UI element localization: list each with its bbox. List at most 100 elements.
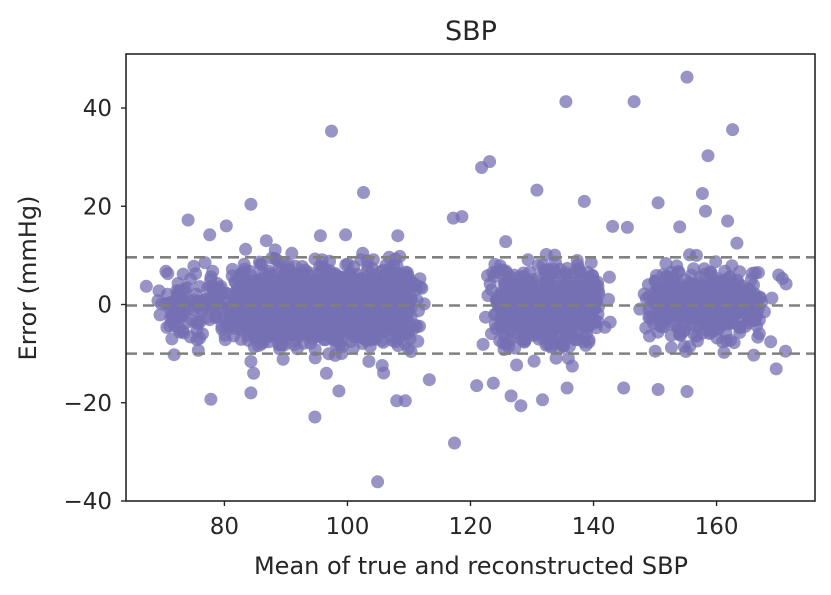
data-point xyxy=(539,248,553,261)
data-point xyxy=(562,339,576,353)
data-point xyxy=(398,288,412,302)
data-point xyxy=(549,351,563,365)
data-point-outlier xyxy=(475,161,489,174)
data-point xyxy=(538,263,552,277)
x-tick-label: 100 xyxy=(326,514,370,540)
data-point xyxy=(649,269,663,282)
data-point xyxy=(708,315,722,329)
data-point xyxy=(733,265,747,279)
data-point xyxy=(313,273,327,287)
data-point xyxy=(275,262,289,276)
data-point xyxy=(716,335,729,349)
data-point xyxy=(371,276,385,290)
reference-lines xyxy=(126,256,815,355)
data-point xyxy=(742,288,755,302)
data-point-outlier xyxy=(308,410,322,424)
data-point xyxy=(717,287,731,301)
data-point xyxy=(325,267,339,281)
data-point xyxy=(319,366,333,380)
data-point xyxy=(237,265,251,279)
data-point xyxy=(353,279,367,293)
data-point xyxy=(500,309,514,323)
data-point xyxy=(548,284,562,298)
data-point xyxy=(555,312,569,326)
data-point xyxy=(239,316,253,330)
data-point-outlier xyxy=(422,373,436,387)
data-point xyxy=(527,296,541,310)
data-point xyxy=(217,312,231,325)
data-point xyxy=(273,308,287,322)
data-point xyxy=(571,327,584,341)
data-point-outlier xyxy=(259,234,273,248)
data-point xyxy=(527,318,541,332)
data-point-outlier xyxy=(219,219,233,233)
data-point xyxy=(401,342,415,356)
data-point xyxy=(373,324,387,337)
x-tick-label: 120 xyxy=(449,514,493,540)
data-point-outlier xyxy=(721,214,735,228)
data-point-outlier xyxy=(332,384,346,398)
x-axis-ticks: 80 100 120 140 160 xyxy=(210,501,739,540)
data-point xyxy=(198,256,212,270)
data-point xyxy=(336,289,350,303)
data-point xyxy=(695,282,709,296)
data-point-outlier xyxy=(325,124,338,138)
data-point-outlier xyxy=(764,335,778,349)
data-point xyxy=(602,270,616,284)
data-point xyxy=(554,269,568,283)
data-point-outlier xyxy=(651,383,665,396)
data-point xyxy=(561,351,575,365)
data-point-outlier xyxy=(486,376,500,390)
data-point xyxy=(293,293,307,307)
data-point xyxy=(728,293,742,306)
data-point-outlier xyxy=(627,95,641,109)
data-point-outlier xyxy=(181,213,195,227)
data-point-outlier xyxy=(726,123,740,137)
x-tick-label: 140 xyxy=(572,514,616,540)
data-point xyxy=(579,338,593,352)
data-point-outlier xyxy=(504,389,518,403)
data-point xyxy=(247,366,261,380)
data-point xyxy=(399,273,413,286)
data-point xyxy=(322,347,336,361)
data-point xyxy=(362,269,376,283)
y-tick-label: −20 xyxy=(63,391,112,417)
data-point xyxy=(727,336,741,350)
data-point xyxy=(244,355,258,368)
data-point xyxy=(704,266,718,280)
data-point xyxy=(643,310,657,324)
data-point-outlier xyxy=(244,386,258,400)
data-point xyxy=(512,308,526,322)
scatter-points xyxy=(139,70,793,489)
data-point xyxy=(687,262,701,276)
data-point xyxy=(228,274,242,288)
data-point xyxy=(571,258,585,272)
data-point xyxy=(397,309,411,323)
data-point xyxy=(239,242,253,256)
data-point xyxy=(381,305,395,319)
x-tick-label: 80 xyxy=(210,514,239,540)
data-point-outlier xyxy=(339,228,353,242)
data-point xyxy=(603,315,617,329)
data-point xyxy=(152,284,166,298)
data-point-outlier xyxy=(151,294,165,308)
data-point xyxy=(391,332,405,346)
data-point xyxy=(571,309,585,323)
chart-title: SBP xyxy=(445,16,497,47)
data-point-outlier xyxy=(751,266,765,280)
data-point xyxy=(476,337,490,351)
data-point xyxy=(678,273,692,287)
data-point xyxy=(255,337,268,351)
data-point xyxy=(713,275,727,289)
data-point-outlier xyxy=(617,381,631,395)
data-point xyxy=(518,333,532,347)
data-point xyxy=(643,329,656,343)
data-point xyxy=(183,330,197,344)
data-point-outlier xyxy=(769,362,783,376)
data-point xyxy=(664,341,678,355)
data-point xyxy=(256,266,270,280)
data-point-outlier xyxy=(701,149,715,163)
data-point xyxy=(500,337,514,351)
data-point-outlier xyxy=(470,379,484,393)
